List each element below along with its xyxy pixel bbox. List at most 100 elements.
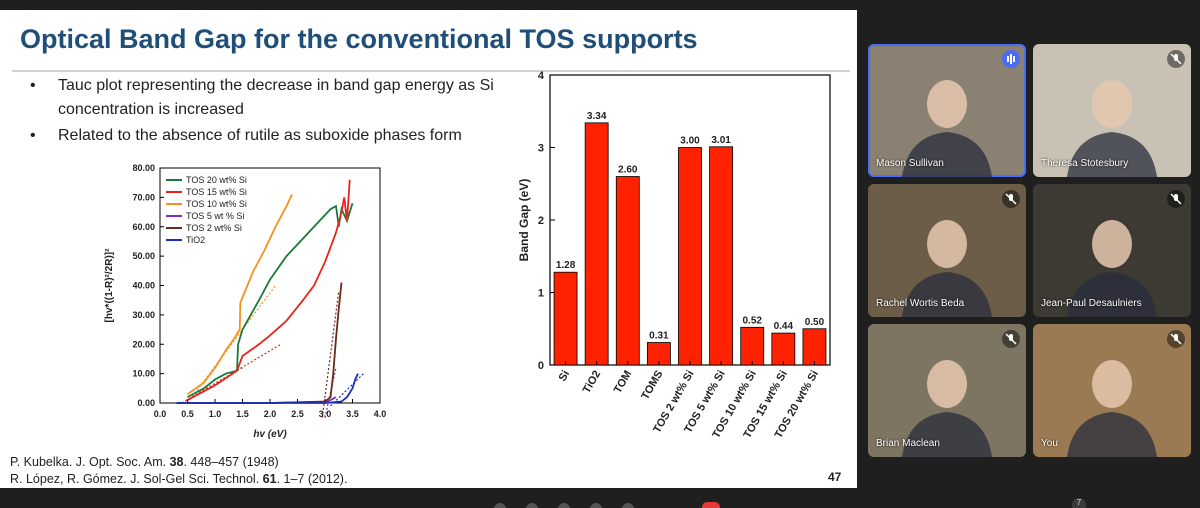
- y-tick-label: 20.00: [132, 339, 155, 349]
- y-tick-label: 10.00: [132, 369, 155, 379]
- participant-name: Rachel Wortis Beda: [876, 298, 965, 309]
- y-tick-label: 60.00: [132, 222, 155, 232]
- x-tick-label: 0.5: [181, 409, 194, 419]
- more-participants-badge[interactable]: 7: [1072, 498, 1086, 508]
- toolbar-dot-icon: [590, 503, 602, 508]
- band-gap-bar-chart: 0 1 2 3 4 Band Gap (eV) 1.28 Si 3.34 TiO2 2.60 TOM 0…: [517, 70, 831, 441]
- speaking-indicator-icon: [1002, 50, 1020, 68]
- participant-tile[interactable]: You: [1033, 324, 1191, 457]
- x-tick-label: 1.5: [236, 409, 249, 419]
- x-tick-label: 2.0: [264, 409, 277, 419]
- title-divider: [12, 70, 850, 72]
- y-tick-label: 4: [538, 70, 545, 82]
- bottom-toolbar-hint: [494, 502, 720, 508]
- reference-1: P. Kubelka. J. Opt. Soc. Am. 38. 448–457…: [10, 455, 279, 469]
- x-tick-label: 1.0: [209, 409, 222, 419]
- participant-name: Theresa Stotesbury: [1041, 158, 1129, 169]
- bullet-item: Tauc plot representing the decrease in b…: [30, 74, 500, 122]
- y-tick-label: 1: [538, 288, 544, 300]
- avatar: [902, 220, 992, 317]
- y-tick-label: 30.00: [132, 310, 155, 320]
- mic-off-icon: [1167, 50, 1185, 68]
- legend-label: TiO2: [186, 235, 205, 245]
- x-tick-label: 3.5: [346, 409, 359, 419]
- presentation-slide: Optical Band Gap for the conventional TO…: [0, 10, 857, 488]
- participant-name: Mason Sullivan: [876, 158, 944, 169]
- x-tick-label: TOMS: [639, 369, 665, 402]
- participant-tile[interactable]: Mason Sullivan: [868, 44, 1026, 177]
- series-line: [186, 194, 293, 395]
- mic-off-icon: [1002, 330, 1020, 348]
- bar: [553, 271, 578, 366]
- bar: [615, 176, 640, 366]
- mic-off-icon: [1002, 190, 1020, 208]
- avatar: [1067, 360, 1157, 457]
- legend-label: TOS 2 wt% Si: [186, 223, 242, 233]
- bar: [584, 122, 609, 366]
- y-tick-label: 0: [538, 360, 544, 372]
- reference-2: R. López, R. Gómez. J. Sol-Gel Sci. Tech…: [10, 472, 348, 486]
- bar-value-label: 0.50: [805, 317, 825, 328]
- x-tick-label: 2.5: [291, 409, 304, 419]
- participant-tile[interactable]: Theresa Stotesbury: [1033, 44, 1191, 177]
- x-axis-label: hv (eV): [253, 429, 287, 440]
- bullet-list: Tauc plot representing the decrease in b…: [30, 74, 500, 150]
- x-tick-label: TOM: [612, 369, 635, 396]
- bullet-item: Related to the absence of rutile as subo…: [30, 124, 500, 148]
- series-line: [187, 179, 351, 401]
- bar: [771, 332, 796, 366]
- bar-value-label: 1.28: [556, 260, 576, 271]
- bar: [709, 146, 734, 366]
- toolbar-dot-icon: [622, 503, 634, 508]
- x-tick-label: Si: [557, 369, 573, 384]
- bar: [802, 328, 827, 366]
- mic-off-icon: [1167, 330, 1185, 348]
- bar-value-label: 0.31: [649, 331, 669, 342]
- x-tick-label: 4.0: [374, 409, 387, 419]
- legend-label: TOS 5 wt % Si: [186, 211, 244, 221]
- bar-value-label: 3.34: [587, 111, 607, 122]
- avatar: [902, 80, 992, 177]
- slide-title: Optical Band Gap for the conventional TO…: [20, 24, 698, 54]
- toolbar-dot-icon: [494, 503, 506, 508]
- y-tick-label: 3: [538, 143, 544, 155]
- series-line: [176, 373, 359, 404]
- y-tick-label: 2: [538, 215, 544, 227]
- avatar: [1067, 220, 1157, 317]
- bar: [678, 147, 702, 366]
- tauc-plot-chart: 0.00 10.00 20.00 30.00 40.00 50.00 60.00 70.00 8…: [104, 163, 387, 440]
- y-tick-label: 0.00: [137, 398, 155, 408]
- series-line: [187, 202, 354, 398]
- legend-label: TOS 20 wt% Si: [186, 175, 247, 185]
- y-tick-label: 40.00: [132, 281, 155, 291]
- x-tick-label: TiO2: [581, 369, 604, 396]
- mic-off-icon: [1167, 190, 1185, 208]
- participant-tile[interactable]: Jean-Paul Desaulniers: [1033, 184, 1191, 317]
- bar-value-label: 0.52: [742, 315, 762, 326]
- bar-value-label: 3.00: [680, 136, 700, 147]
- legend-label: TOS 10 wt% Si: [186, 199, 247, 209]
- bar: [740, 326, 765, 366]
- y-axis-label: [hv*((1-R)²/2R)]²: [104, 248, 115, 323]
- x-tick-label: 3.0: [319, 409, 332, 419]
- extrapolation-line: [321, 291, 340, 418]
- references: P. Kubelka. J. Opt. Soc. Am. 38. 448–457…: [10, 454, 347, 488]
- y-tick-label: 80.00: [132, 163, 155, 173]
- legend-label: TOS 15 wt% Si: [186, 187, 247, 197]
- participant-name: Jean-Paul Desaulniers: [1041, 298, 1142, 309]
- participant-tile[interactable]: Rachel Wortis Beda: [868, 184, 1026, 317]
- bar-value-label: 0.44: [774, 321, 794, 332]
- extrapolation-line: [330, 373, 364, 407]
- x-tick-label: 0.0: [154, 409, 167, 419]
- toolbar-dot-icon: [526, 503, 538, 508]
- y-tick-label: 70.00: [132, 192, 155, 202]
- avatar: [902, 360, 992, 457]
- participant-tile[interactable]: Brian Maclean: [868, 324, 1026, 457]
- slide-number: 47: [828, 470, 842, 484]
- participant-name: You: [1041, 438, 1058, 449]
- bar-value-label: 3.01: [711, 135, 731, 146]
- y-tick-label: 50.00: [132, 251, 155, 261]
- bar-value-label: 2.60: [618, 165, 638, 176]
- toolbar-dot-icon: [558, 503, 570, 508]
- participant-name: Brian Maclean: [876, 438, 940, 449]
